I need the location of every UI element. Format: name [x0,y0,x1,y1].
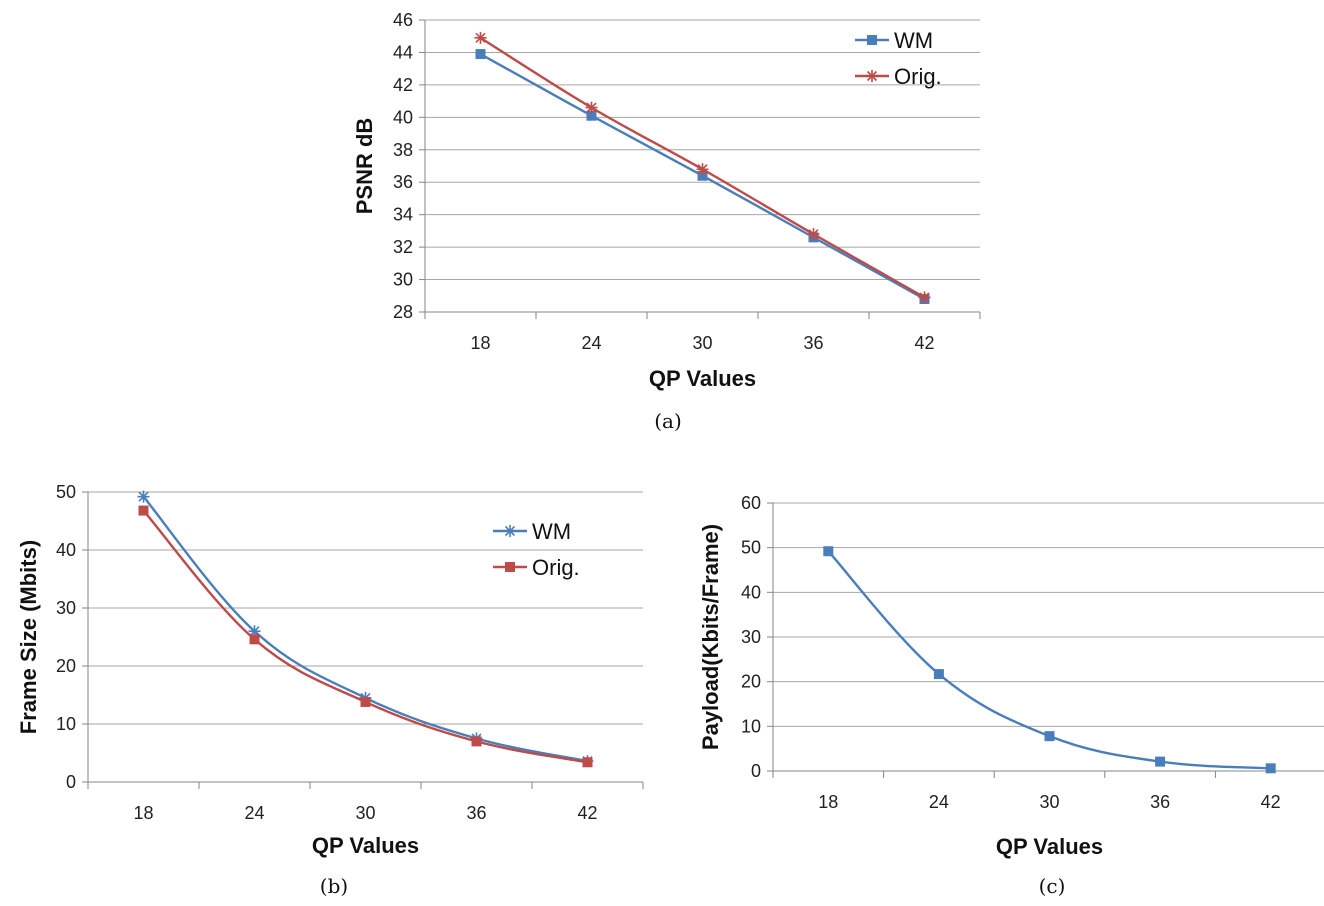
legend-label: WM [532,519,571,544]
x-axis-title: QP Values [649,366,756,391]
data-point [474,31,487,44]
y-axis: 0 10 20 30 40 50 [56,482,89,792]
data-point [138,505,149,516]
y-tick-label: 50 [741,538,761,558]
y-axis-title: Frame Size (Mbits) [16,540,41,734]
data-point [585,101,598,114]
series-orig [474,31,931,304]
y-axis: 0 10 20 30 40 50 60 [741,493,774,781]
y-tick-label: 10 [56,714,76,734]
x-tick-label: 42 [1261,792,1281,812]
data-point [933,669,944,680]
x-tick-label: 18 [818,792,838,812]
x-tick-label: 36 [1150,792,1170,812]
x-tick-label: 18 [133,803,153,823]
y-tick-label: 40 [56,540,76,560]
gridlines [88,491,643,725]
legend: WM Orig. [855,28,942,89]
y-tick-label: 44 [393,42,413,62]
series-payload [823,546,1276,774]
chart-caption: (b) [320,874,348,898]
y-tick-label: 42 [393,75,413,95]
data-point [475,49,486,60]
legend: WM Orig. [493,519,580,580]
x-axis: 18 24 30 36 42 [772,770,1324,812]
series-orig [138,505,593,768]
x-tick-label: 24 [581,333,601,353]
legend-marker [504,525,516,537]
y-tick-label: 40 [741,582,761,602]
y-tick-label: 0 [751,761,761,781]
y-tick-label: 60 [741,493,761,513]
legend-label: Orig. [532,555,580,580]
y-tick-label: 32 [393,237,413,257]
data-point [248,625,261,638]
y-tick-label: 30 [393,270,413,290]
x-tick-label: 42 [577,803,597,823]
data-point [360,696,371,707]
chart-caption: (c) [1039,874,1066,898]
y-tick-label: 36 [393,172,413,192]
data-point [807,228,820,241]
gridlines [425,19,980,281]
y-tick-label: 50 [56,482,76,502]
x-tick-label: 24 [244,803,264,823]
x-axis-title: QP Values [312,833,419,858]
y-tick-label: 34 [393,205,413,225]
y-tick-label: 30 [56,598,76,618]
chart-c-payload: 0 10 20 30 40 50 60 18 24 30 36 42 QP Values Payload(… [698,493,1324,898]
x-tick-label: 30 [355,803,375,823]
x-tick-label: 36 [466,803,486,823]
series-line [142,509,588,764]
x-tick-label: 24 [929,792,949,812]
y-tick-label: 10 [741,716,761,736]
legend-marker [866,70,878,82]
y-tick-label: 20 [741,672,761,692]
x-axis: 18 24 30 36 42 [424,311,981,353]
x-tick-label: 18 [470,333,490,353]
data-point [137,490,150,503]
legend-marker [505,562,515,572]
data-point [696,163,709,176]
legend-marker [867,35,877,45]
data-point [249,634,260,645]
y-axis-title: Payload(Kbits/Frame) [698,524,723,750]
y-tick-label: 20 [56,656,76,676]
data-point [1155,756,1166,767]
y-tick-label: 38 [393,140,413,160]
y-tick-label: 28 [393,302,413,322]
chart-caption: (a) [654,409,682,433]
data-point [1044,731,1055,742]
gridlines [773,502,1324,727]
data-point [1265,763,1276,774]
x-tick-label: 30 [692,333,712,353]
x-axis: 18 24 30 36 42 [87,781,644,823]
x-tick-label: 42 [914,333,934,353]
y-tick-label: 46 [393,10,413,30]
y-axis: 28 30 32 34 36 38 40 42 44 46 [393,10,426,322]
y-tick-label: 30 [741,627,761,647]
series-line [142,495,588,763]
data-point [918,291,931,304]
data-point [823,546,834,557]
x-tick-label: 36 [803,333,823,353]
y-tick-label: 40 [393,107,413,127]
legend-label: Orig. [894,64,942,89]
x-axis-title: QP Values [996,834,1103,859]
x-tick-label: 30 [1039,792,1059,812]
chart-b-frame-size: 0 10 20 30 40 50 18 24 30 36 42 QP Values Frame Size… [16,482,644,898]
chart-a-psnr: 28 30 32 34 36 38 40 42 44 46 18 24 30 36 42 QP Values P… [352,10,981,433]
data-point [586,110,597,121]
data-point [697,170,708,181]
data-point [471,736,482,747]
data-point [582,757,593,768]
y-tick-label: 0 [66,772,76,792]
legend-label: WM [894,28,933,53]
series-wm [475,49,930,305]
y-axis-title: PSNR dB [352,118,377,215]
